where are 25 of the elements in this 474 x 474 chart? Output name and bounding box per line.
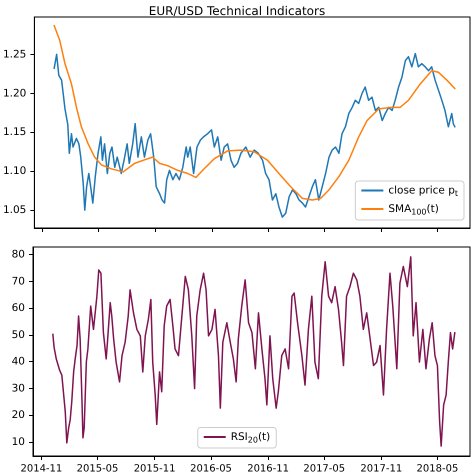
x-tick-label: 2018-05 (416, 464, 458, 474)
x-tick-label: 2017-11 (360, 464, 402, 474)
y-tick-label: 60 (12, 302, 25, 314)
y-tick-label: 70 (12, 275, 25, 288)
line-series (52, 256, 456, 447)
y-tick-label: 10 (12, 436, 25, 448)
x-tick-label: 2017-05 (303, 464, 346, 474)
y-tick-label: 30 (12, 382, 25, 394)
y-tick-label: 1.15 (2, 126, 26, 138)
x-tick-label: 2016-11 (247, 464, 289, 474)
x-tick-label: 2015-11 (134, 464, 176, 474)
line-series (53, 52, 456, 218)
line-series (53, 24, 456, 201)
x-tick-label: 2015-05 (76, 464, 118, 474)
y-tick-label: 40 (12, 356, 25, 368)
y-tick-label: 1.20 (2, 87, 26, 100)
chart-title: EUR/USD Technical Indicators (148, 4, 326, 18)
y-tick-label: 1.25 (2, 48, 26, 60)
x-tick-label: 2016-05 (190, 464, 232, 474)
y-tick-label: 50 (12, 328, 25, 341)
y-tick-label: 1.10 (2, 165, 26, 178)
y-tick-label: 1.05 (2, 204, 26, 216)
y-tick-label: 20 (12, 409, 25, 422)
x-tick-label: 2014-11 (20, 464, 62, 474)
y-tick-label: 80 (12, 248, 25, 260)
